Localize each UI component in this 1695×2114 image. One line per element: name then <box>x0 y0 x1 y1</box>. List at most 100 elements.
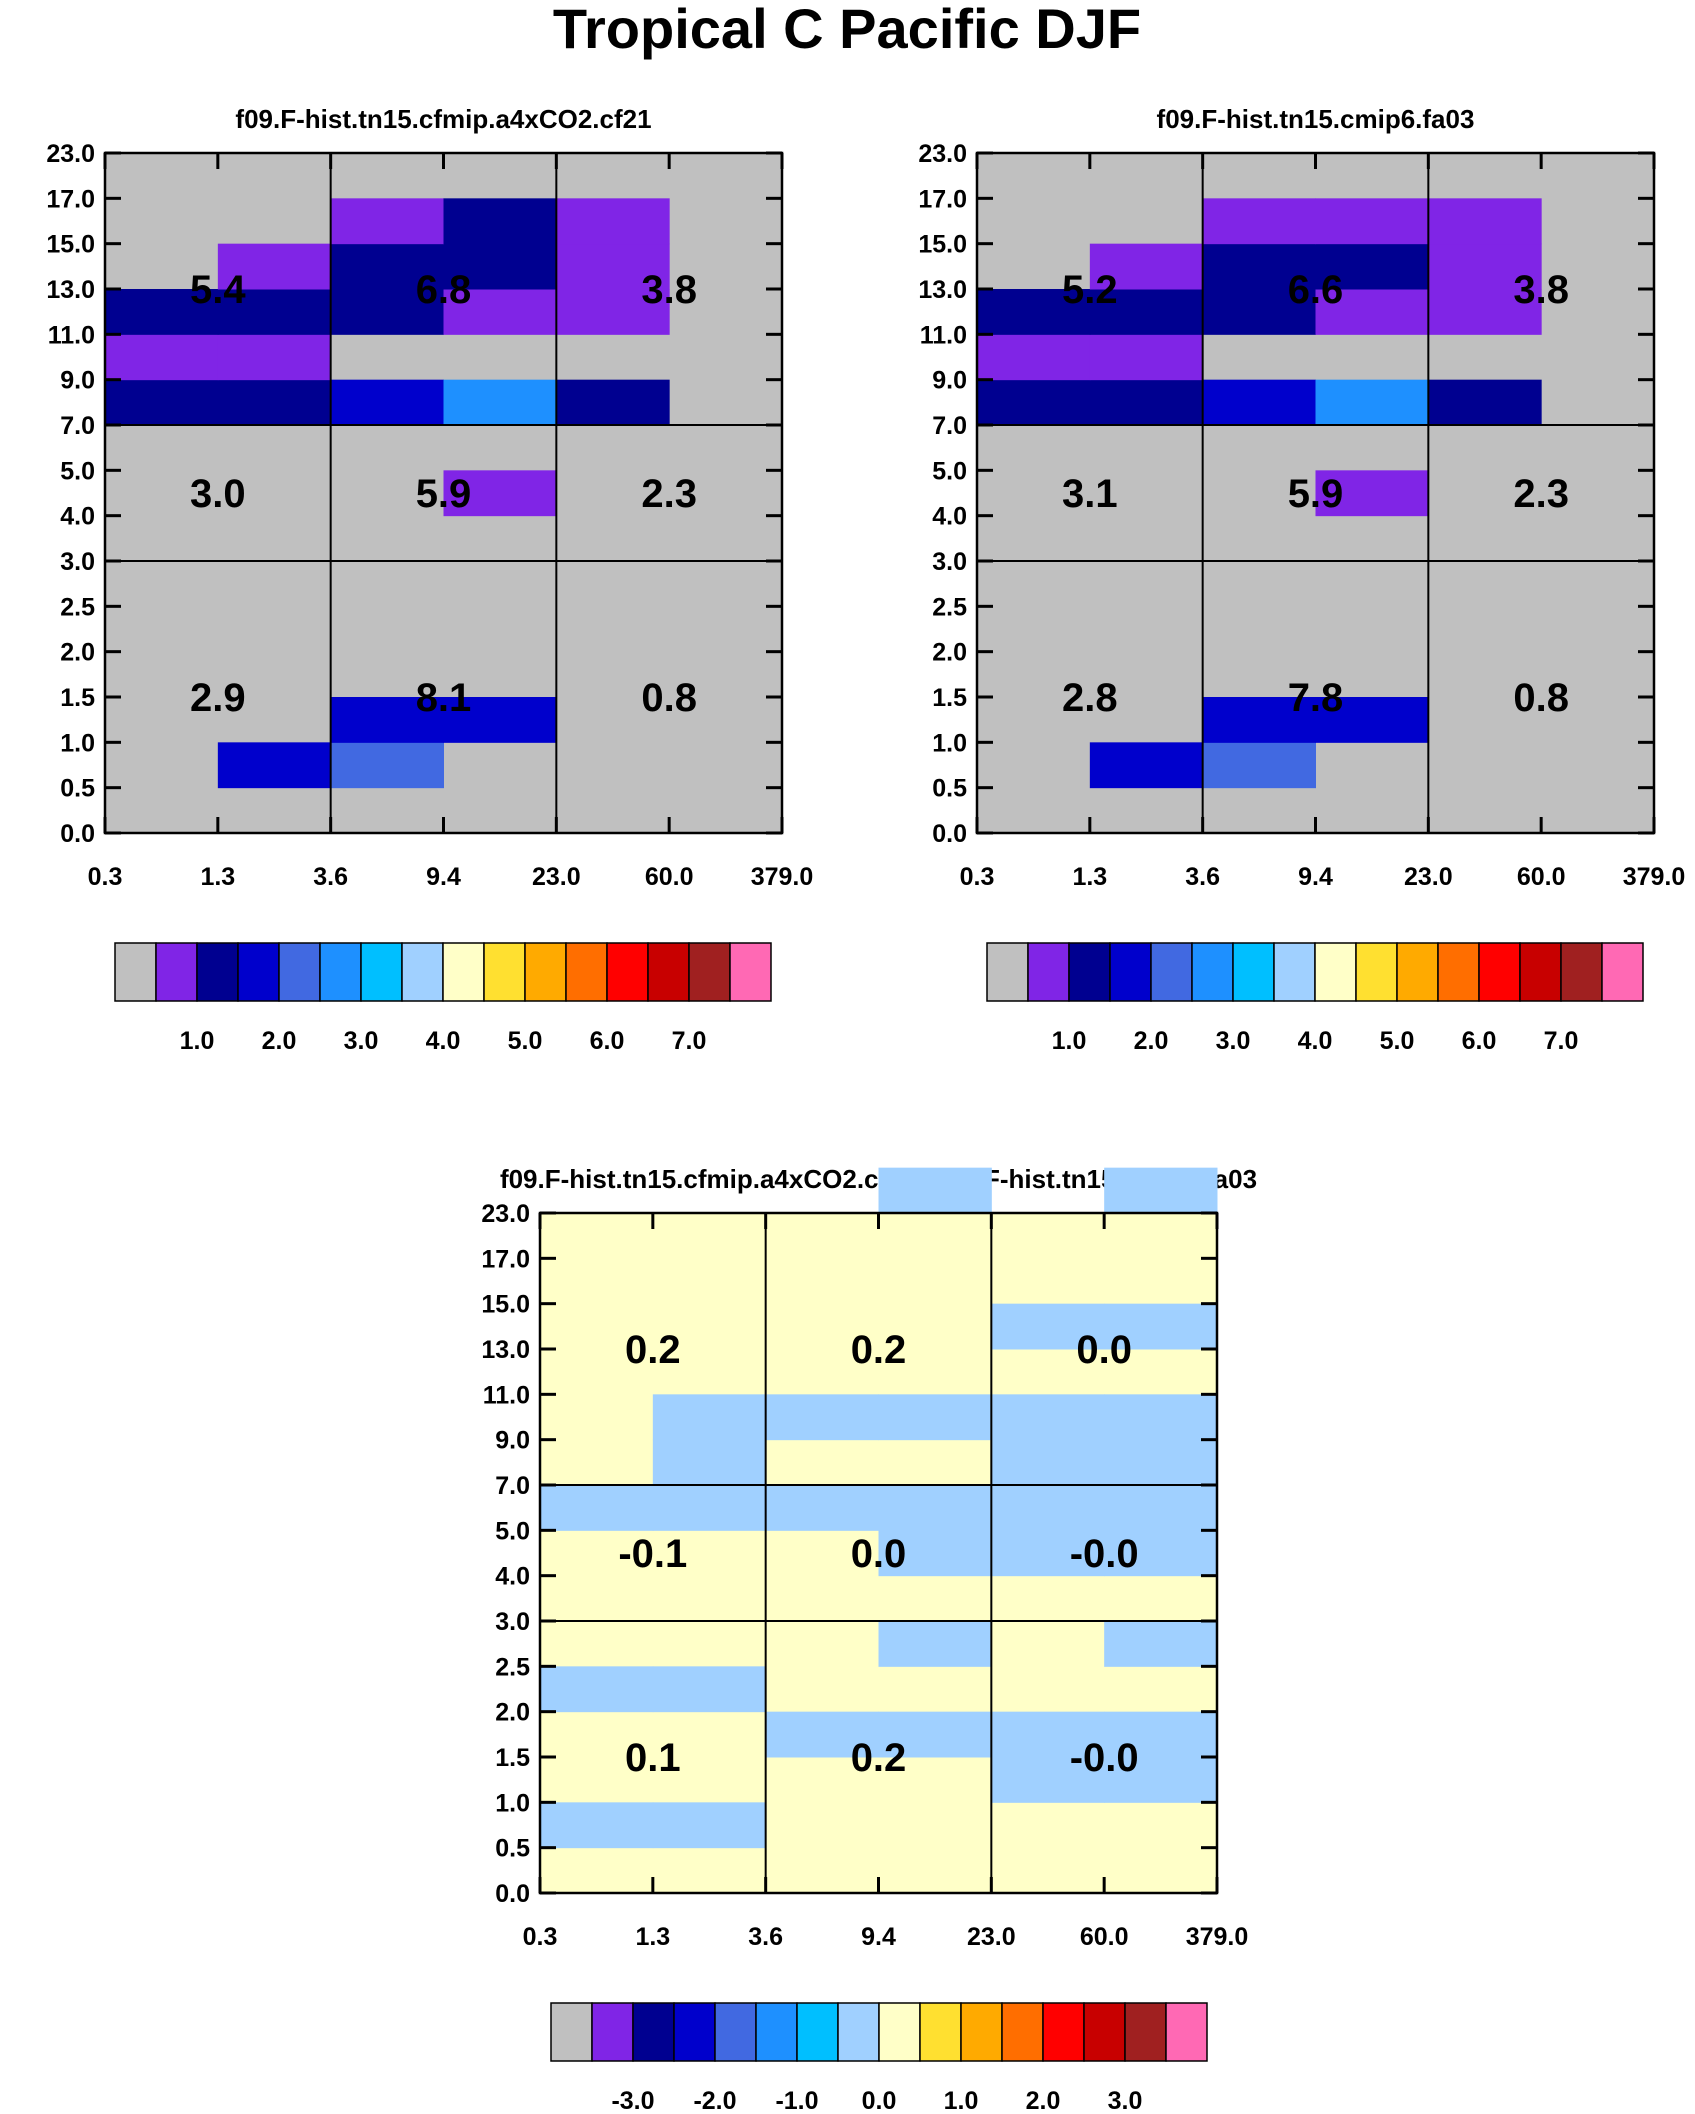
heatmap-cell <box>1089 334 1204 381</box>
colorbar-swatch <box>647 942 690 1002</box>
group-value-label: 5.9 <box>1288 472 1344 516</box>
heatmap-cell <box>1428 243 1542 290</box>
heatmap-cell <box>1315 379 1429 426</box>
colorbar-swatch <box>632 2002 675 2062</box>
heatmap-cell <box>878 1394 992 1441</box>
colorbar-label: 1.0 <box>944 2087 979 2109</box>
figure-title: Tropical C Pacific DJF <box>553 0 1141 60</box>
colorbar-swatch <box>442 942 485 1002</box>
heatmap-cell <box>540 1802 654 1849</box>
heatmap-cell <box>765 1485 879 1531</box>
heatmap-cell <box>1315 198 1429 245</box>
colorbar-label: -2.0 <box>693 2087 736 2109</box>
y-tick-label: 23.0 <box>481 1200 530 1228</box>
y-tick-label: 0.0 <box>60 820 95 848</box>
colorbar: 1.0 2.0 3.0 4.0 5.0 6.0 7.0 <box>986 942 1644 1055</box>
heatmap-cell <box>1315 470 1429 517</box>
heatmap-cell <box>1202 289 1316 335</box>
heatmap-cell <box>991 1303 1105 1350</box>
x-tick-label: 1.3 <box>200 863 235 891</box>
colorbar-swatch <box>1042 2002 1085 2062</box>
colorbar-swatch <box>483 942 526 1002</box>
heatmap-cell <box>1089 742 1204 789</box>
y-tick-label: 13.0 <box>46 276 95 304</box>
panel-title: f09.F-hist.tn15.cmip6.fa03 <box>1157 104 1475 134</box>
y-tick-label: 3.0 <box>60 548 95 576</box>
colorbar-label: 6.0 <box>1462 1027 1497 1055</box>
heatmap-cell <box>1104 1167 1218 1214</box>
heatmap-cell <box>1104 1621 1218 1667</box>
group-value-label: 0.2 <box>851 1328 907 1372</box>
group-value-label: 0.8 <box>641 676 697 720</box>
heatmap-cell <box>991 1711 1105 1758</box>
group-value-label: 2.3 <box>1513 472 1569 516</box>
colorbar-swatch <box>1601 942 1644 1002</box>
heatmap-cell <box>330 243 444 290</box>
colorbar-swatch <box>591 2002 634 2062</box>
y-tick-label: 1.5 <box>495 1744 530 1772</box>
heatmap-cell <box>556 198 670 245</box>
colorbar-label: -1.0 <box>775 2087 818 2109</box>
heatmap-cell <box>878 1621 992 1667</box>
y-tick-label: 15.0 <box>481 1291 530 1319</box>
group-value-label: 0.2 <box>625 1328 681 1372</box>
colorbar-label: 5.0 <box>508 1027 543 1055</box>
x-tick-label: 1.3 <box>1072 863 1107 891</box>
group-value-label: 3.8 <box>641 268 697 312</box>
colorbar-swatch <box>1124 2002 1167 2062</box>
heatmap-cell <box>1104 1757 1218 1803</box>
heatmap-cell <box>330 289 444 335</box>
y-tick-label: 13.0 <box>918 276 967 304</box>
colorbar-swatch <box>1478 942 1521 1002</box>
heatmap-cell <box>1104 1485 1218 1531</box>
colorbar-swatch <box>1355 942 1398 1002</box>
heatmap-cell <box>1315 243 1429 290</box>
colorbar-swatch <box>550 2002 593 2062</box>
group-value-label: 3.1 <box>1062 472 1118 516</box>
heatmap-cell <box>652 1802 767 1849</box>
y-tick-label: 2.0 <box>495 1699 530 1727</box>
group-value-label: 5.2 <box>1062 268 1118 312</box>
colorbar-swatch <box>796 2002 839 2062</box>
y-tick-label: 2.5 <box>60 593 95 621</box>
y-tick-label: 4.0 <box>495 1563 530 1591</box>
x-tick-label: 23.0 <box>532 863 581 891</box>
group-value-label: 8.1 <box>416 676 472 720</box>
colorbar-label: 7.0 <box>672 1027 707 1055</box>
colorbar-label: 4.0 <box>426 1027 461 1055</box>
colorbar-swatch <box>1437 942 1480 1002</box>
y-tick-label: 23.0 <box>46 140 95 168</box>
y-tick-label: 11.0 <box>483 1381 530 1409</box>
y-tick-label: 1.5 <box>60 684 95 712</box>
y-tick-label: 1.0 <box>495 1789 530 1817</box>
heatmap-cell <box>105 289 219 335</box>
heatmap-cell <box>556 379 670 426</box>
heatmap-cell <box>977 379 1091 426</box>
x-tick-label: 9.4 <box>426 863 461 891</box>
colorbar-swatch <box>1560 942 1603 1002</box>
heatmap-cell <box>1104 1439 1218 1486</box>
heatmap-cell <box>652 1666 767 1713</box>
heatmap-cell <box>217 289 332 335</box>
y-tick-label: 7.0 <box>932 412 967 440</box>
heatmap-cell <box>556 243 670 290</box>
colorbar-swatch <box>196 942 239 1002</box>
heatmap-cell <box>991 1485 1105 1531</box>
x-tick-label: 23.0 <box>1404 863 1453 891</box>
x-tick-label: 9.4 <box>1298 863 1333 891</box>
heatmap-cell <box>1089 243 1204 290</box>
heatmap-cell <box>1202 198 1316 245</box>
colorbar-label: 1.0 <box>1052 1027 1087 1055</box>
colorbar-swatch <box>729 942 772 1002</box>
heatmap-cell <box>443 198 557 245</box>
panel-1: f09.F-hist.tn15.cfmip.a4xCO2.cf21 0.0 0.5 1… <box>46 104 813 1055</box>
heatmap-cell <box>1089 379 1204 426</box>
colorbar-swatch <box>714 2002 757 2062</box>
group-value-label: 7.8 <box>1288 676 1344 720</box>
colorbar-swatch <box>1396 942 1439 1002</box>
colorbar-swatch <box>1109 942 1152 1002</box>
heatmap-cell <box>330 697 444 743</box>
heatmap-cell <box>540 1666 654 1713</box>
x-tick-label: 3.6 <box>1185 863 1220 891</box>
x-tick-label: 23.0 <box>967 1923 1016 1951</box>
